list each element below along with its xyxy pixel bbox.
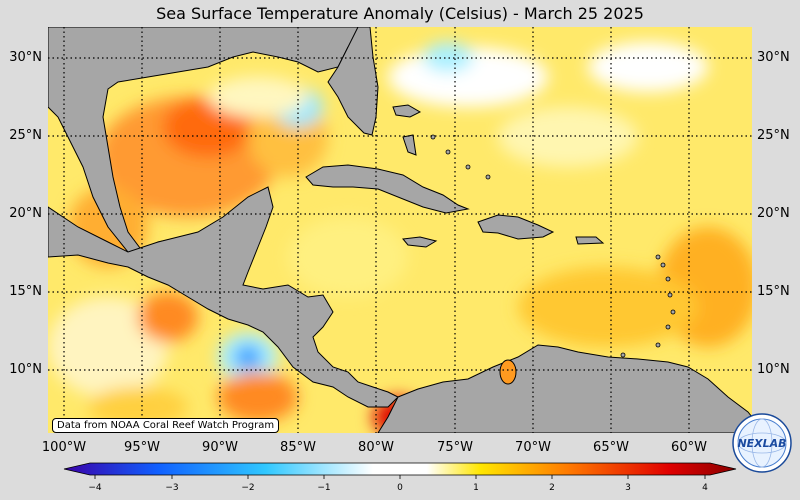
lat-label-10n-right: 10°N [757, 362, 790, 377]
lat-label-25n-left: 25°N [9, 128, 42, 143]
lon-label-95w: 95°W [124, 440, 160, 455]
sst-anomaly-map [48, 27, 752, 433]
land-north-america [48, 27, 361, 273]
colorbar-tick-2: 2 [549, 483, 555, 493]
gridlines [48, 27, 752, 433]
small-islands [430, 134, 676, 358]
colorbar-tick-3: 3 [625, 483, 631, 493]
map-canvas [48, 27, 752, 433]
colorbar-gradient [63, 462, 737, 476]
land-hispaniola [477, 214, 555, 240]
nexlab-logo: NEXLAB [732, 413, 792, 473]
lat-label-30n-right: 30°N [757, 50, 790, 65]
colorbar-tick-1: 1 [473, 483, 479, 493]
lon-label-70w: 70°W [515, 440, 551, 455]
logo-text: NEXLAB [737, 437, 786, 450]
lon-label-65w: 65°W [593, 440, 629, 455]
land-masses [48, 27, 752, 433]
lat-label-20n-right: 20°N [757, 206, 790, 221]
lat-label-15n-left: 15°N [9, 284, 42, 299]
lat-label-20n-left: 20°N [9, 206, 42, 221]
data-credit: Data from NOAA Coral Reef Watch Program [52, 418, 280, 433]
lon-label-75w: 75°W [437, 440, 473, 455]
lat-label-10n-left: 10°N [9, 362, 42, 377]
lon-label-80w: 80°W [358, 440, 394, 455]
lon-label-100w: 100°W [41, 440, 87, 455]
land-cuba [305, 164, 470, 214]
anomaly-field [48, 27, 752, 433]
lon-label-85w: 85°W [280, 440, 316, 455]
lon-label-90w: 90°W [202, 440, 238, 455]
land-jamaica [402, 236, 438, 248]
colorbar-tick-0: 0 [397, 483, 403, 493]
land-south-america [377, 344, 752, 433]
colorbar-ticks [94, 475, 706, 479]
colorbar-tick-neg3: −3 [165, 483, 179, 493]
colorbar [63, 462, 737, 479]
lat-label-30n-left: 30°N [9, 50, 42, 65]
colorbar-tick-4: 4 [702, 483, 708, 493]
land-bahamas [392, 104, 422, 156]
lake-maracaibo [499, 359, 517, 385]
lat-label-25n-right: 25°N [757, 128, 790, 143]
lon-label-60w: 60°W [671, 440, 707, 455]
land-florida [327, 27, 379, 136]
colorbar-tick-neg2: −2 [241, 483, 255, 493]
colorbar-tick-neg1: −1 [317, 483, 331, 493]
map-title: Sea Surface Temperature Anomaly (Celsius… [156, 4, 644, 23]
land-puerto-rico [575, 236, 605, 245]
lat-label-15n-right: 15°N [757, 284, 790, 299]
colorbar-tick-neg4: −4 [88, 483, 102, 493]
